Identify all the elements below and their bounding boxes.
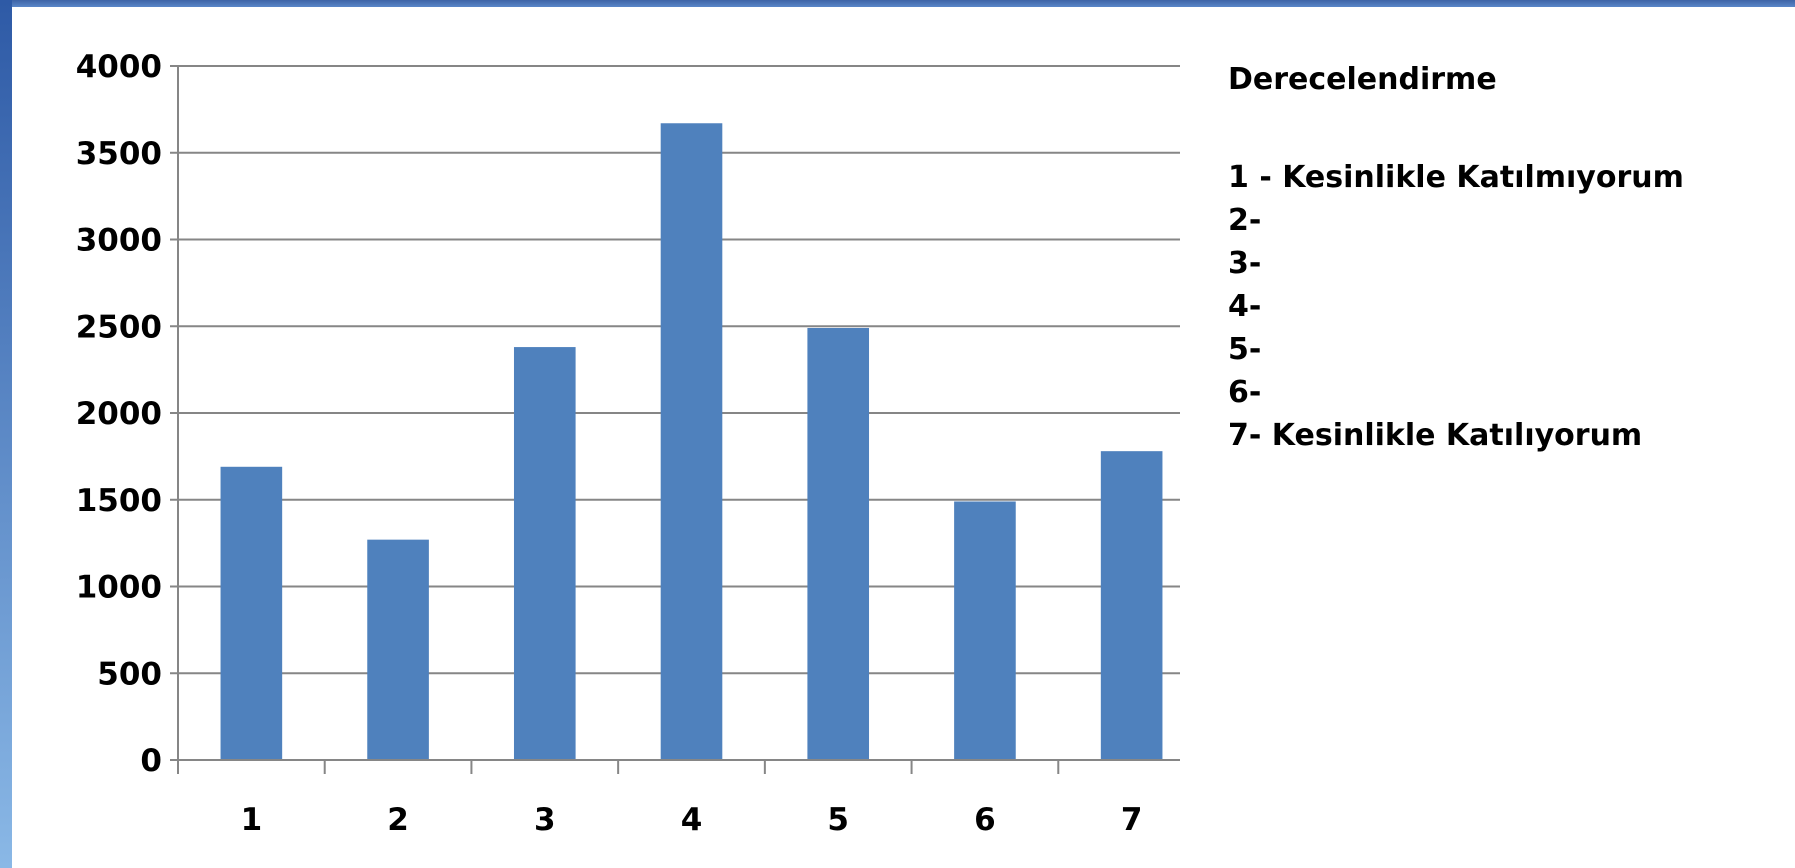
y-tick-label-3500: 3500 bbox=[76, 136, 162, 172]
y-tick-label-0: 0 bbox=[140, 743, 162, 779]
axes bbox=[170, 65, 1180, 774]
legend-item-1: 1 - Kesinlikle Katılmıyorum bbox=[1228, 160, 1684, 195]
x-tick-label-3: 3 bbox=[534, 802, 556, 838]
legend-item-4: 4- bbox=[1228, 289, 1262, 324]
bar-7 bbox=[1100, 451, 1163, 760]
y-tick-labels: 0 500 1000 1500 2000 2500 3000 3500 4000 bbox=[76, 49, 162, 779]
legend-item-2: 2- bbox=[1228, 203, 1262, 238]
legend-item-3: 3- bbox=[1228, 246, 1262, 281]
legend-title: Derecelendirme bbox=[1228, 62, 1497, 97]
x-tick-label-5: 5 bbox=[827, 802, 849, 838]
x-tick-label-6: 6 bbox=[974, 802, 996, 838]
legend-item-7: 7- Kesinlikle Katılıyorum bbox=[1228, 418, 1643, 453]
bar-chart: 0 500 1000 1500 2000 2500 3000 3500 4000 1 2 3 4 5 6 7 bbox=[76, 49, 1180, 838]
bar-5 bbox=[807, 327, 870, 760]
x-tick-label-2: 2 bbox=[387, 802, 409, 838]
x-tick-label-1: 1 bbox=[241, 802, 263, 838]
bar-3 bbox=[513, 347, 576, 760]
y-tick-label-1500: 1500 bbox=[76, 483, 162, 519]
y-tick-label-2500: 2500 bbox=[76, 309, 162, 345]
legend-item-6: 6- bbox=[1228, 375, 1262, 410]
legend-panel: Derecelendirme 1 - Kesinlikle Katılmıyor… bbox=[1228, 62, 1788, 461]
y-tick-label-3000: 3000 bbox=[76, 223, 162, 259]
x-tick-labels: 1 2 3 4 5 6 7 bbox=[241, 802, 1143, 838]
window-frame-top bbox=[0, 0, 1795, 7]
y-tick-label-2000: 2000 bbox=[76, 396, 162, 432]
x-tick-label-7: 7 bbox=[1121, 802, 1143, 838]
bars bbox=[220, 123, 1163, 760]
bar-1 bbox=[220, 466, 283, 760]
legend-item-5: 5- bbox=[1228, 332, 1262, 367]
y-tick-label-500: 500 bbox=[97, 656, 162, 692]
window-frame-left bbox=[0, 0, 12, 868]
x-tick-label-4: 4 bbox=[681, 802, 703, 838]
bar-6 bbox=[954, 501, 1016, 760]
bar-4 bbox=[660, 123, 723, 760]
y-tick-label-4000: 4000 bbox=[76, 49, 162, 85]
bar-2 bbox=[367, 539, 429, 760]
y-tick-label-1000: 1000 bbox=[76, 570, 162, 606]
